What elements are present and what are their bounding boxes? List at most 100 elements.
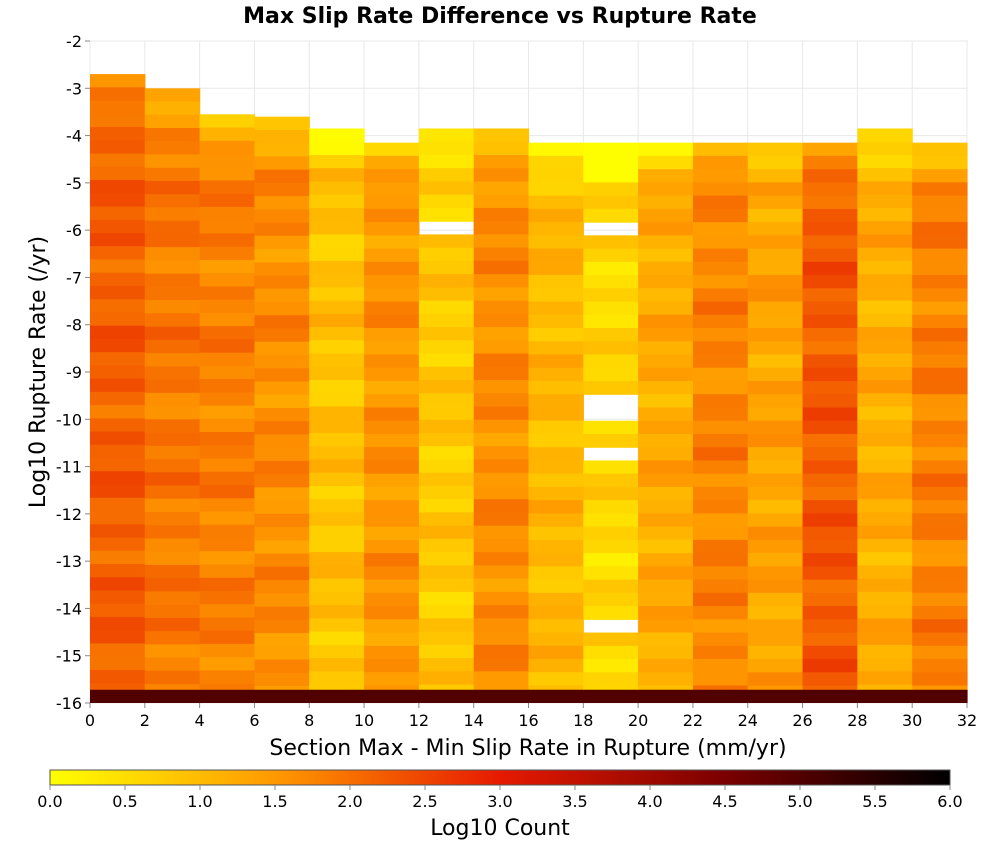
heatmap-cell xyxy=(418,300,475,315)
heatmap-cell xyxy=(254,685,310,691)
heatmap-cell xyxy=(309,631,365,646)
heatmap-cell xyxy=(90,418,146,433)
heatmap-cell xyxy=(692,235,749,250)
heatmap-cell xyxy=(199,683,256,691)
heatmap-cell xyxy=(199,379,256,393)
heatmap-cell xyxy=(912,367,968,382)
heatmap-cell xyxy=(857,525,913,540)
heatmap-cell xyxy=(418,472,475,487)
heatmap-cell xyxy=(692,169,749,183)
heatmap-cell xyxy=(90,193,146,208)
y-tick-label: -11 xyxy=(56,458,82,477)
heatmap-cell xyxy=(528,645,584,660)
heatmap-cell xyxy=(144,392,201,407)
heatmap-cell xyxy=(692,155,749,170)
heatmap-cell xyxy=(364,645,420,660)
heatmap-cell xyxy=(528,513,584,528)
heatmap-cell xyxy=(857,552,913,566)
heatmap-cell xyxy=(747,486,804,501)
heatmap-cell xyxy=(144,684,201,691)
x-tick-label: 18 xyxy=(573,711,593,730)
heatmap-cell xyxy=(418,525,475,540)
heatmap-cell xyxy=(309,605,365,619)
heatmap-cell xyxy=(528,248,584,263)
heatmap-cell xyxy=(638,182,694,197)
heatmap-cell xyxy=(802,169,858,183)
heatmap-cell xyxy=(309,274,365,288)
heatmap-cell xyxy=(364,288,420,303)
heatmap-cell xyxy=(528,155,584,170)
heatmap-cell xyxy=(802,672,858,687)
heatmap-cell xyxy=(418,605,475,619)
heatmap-cell xyxy=(254,381,310,396)
y-tick-label: -16 xyxy=(56,694,82,713)
heatmap-cell xyxy=(473,287,530,302)
heatmap-cell xyxy=(747,301,804,316)
heatmap-cell xyxy=(90,577,146,592)
chart-title: Max Slip Rate Difference vs Rupture Rate xyxy=(243,4,757,29)
heatmap-cell xyxy=(583,354,639,369)
heatmap-cell xyxy=(309,578,365,593)
x-tick-label: 6 xyxy=(249,711,259,730)
heatmap-cell xyxy=(144,379,201,394)
heatmap-cell xyxy=(144,591,201,606)
heatmap-cell xyxy=(857,287,913,302)
heatmap-cell xyxy=(254,275,310,290)
heatmap-cell xyxy=(254,182,310,197)
heatmap-cell xyxy=(254,368,310,383)
heatmap-cell xyxy=(309,353,365,368)
heatmap-cell xyxy=(90,140,146,155)
heatmap-cell xyxy=(638,169,694,183)
heatmap-cell xyxy=(747,460,804,475)
heatmap-cell xyxy=(309,499,365,514)
heatmap-cell xyxy=(912,592,968,607)
heatmap-cell xyxy=(692,579,749,594)
colorbar-tick-label: 3.0 xyxy=(487,792,512,811)
heatmap-cell xyxy=(364,473,420,488)
heatmap-cell xyxy=(144,141,201,156)
heatmap-cell xyxy=(144,564,201,579)
heatmap-cell xyxy=(692,672,749,687)
heatmap-cell xyxy=(857,485,913,500)
heatmap-cell xyxy=(199,273,256,288)
heatmap-cell xyxy=(473,552,530,566)
heatmap-cell xyxy=(747,553,804,567)
heatmap-cell xyxy=(418,485,475,500)
heatmap-cell xyxy=(254,209,310,224)
heatmap-cell xyxy=(583,288,639,303)
heatmap-cell xyxy=(747,526,804,541)
heatmap-cell xyxy=(528,460,584,475)
heatmap-cell xyxy=(802,447,858,462)
heatmap-cell xyxy=(364,579,420,594)
heatmap-cell xyxy=(254,527,310,541)
heatmap-cell xyxy=(857,512,913,527)
heatmap-cell xyxy=(418,128,475,143)
heatmap-cell xyxy=(747,433,804,448)
y-tick-label: -10 xyxy=(56,410,82,429)
heatmap-cell xyxy=(802,301,858,316)
heatmap-cell xyxy=(638,380,694,395)
heatmap-cell xyxy=(583,261,639,276)
colorbar-tick-label: 5.0 xyxy=(787,792,812,811)
heatmap-cell xyxy=(364,354,420,369)
heatmap-cell xyxy=(418,618,475,633)
heatmap-cell xyxy=(583,526,639,541)
heatmap-cell xyxy=(309,618,365,633)
heatmap-cell xyxy=(802,420,858,435)
heatmap-cell xyxy=(309,128,365,143)
heatmap-cell-bottom-row xyxy=(309,689,365,703)
heatmap-cell xyxy=(144,631,201,645)
heatmap-cell xyxy=(90,246,146,261)
heatmap-cell xyxy=(90,352,146,366)
heatmap-cell xyxy=(144,578,201,593)
heatmap-cell xyxy=(802,341,858,356)
heatmap-cell xyxy=(692,208,749,223)
heatmap-cell xyxy=(857,247,913,262)
heatmap-cell xyxy=(364,606,420,620)
heatmap-cell xyxy=(692,685,749,691)
heatmap-cell xyxy=(364,208,420,223)
heatmap-cell xyxy=(747,169,804,183)
heatmap-cell xyxy=(364,619,420,634)
heatmap-cell xyxy=(692,301,749,316)
heatmap-cell xyxy=(418,565,475,580)
